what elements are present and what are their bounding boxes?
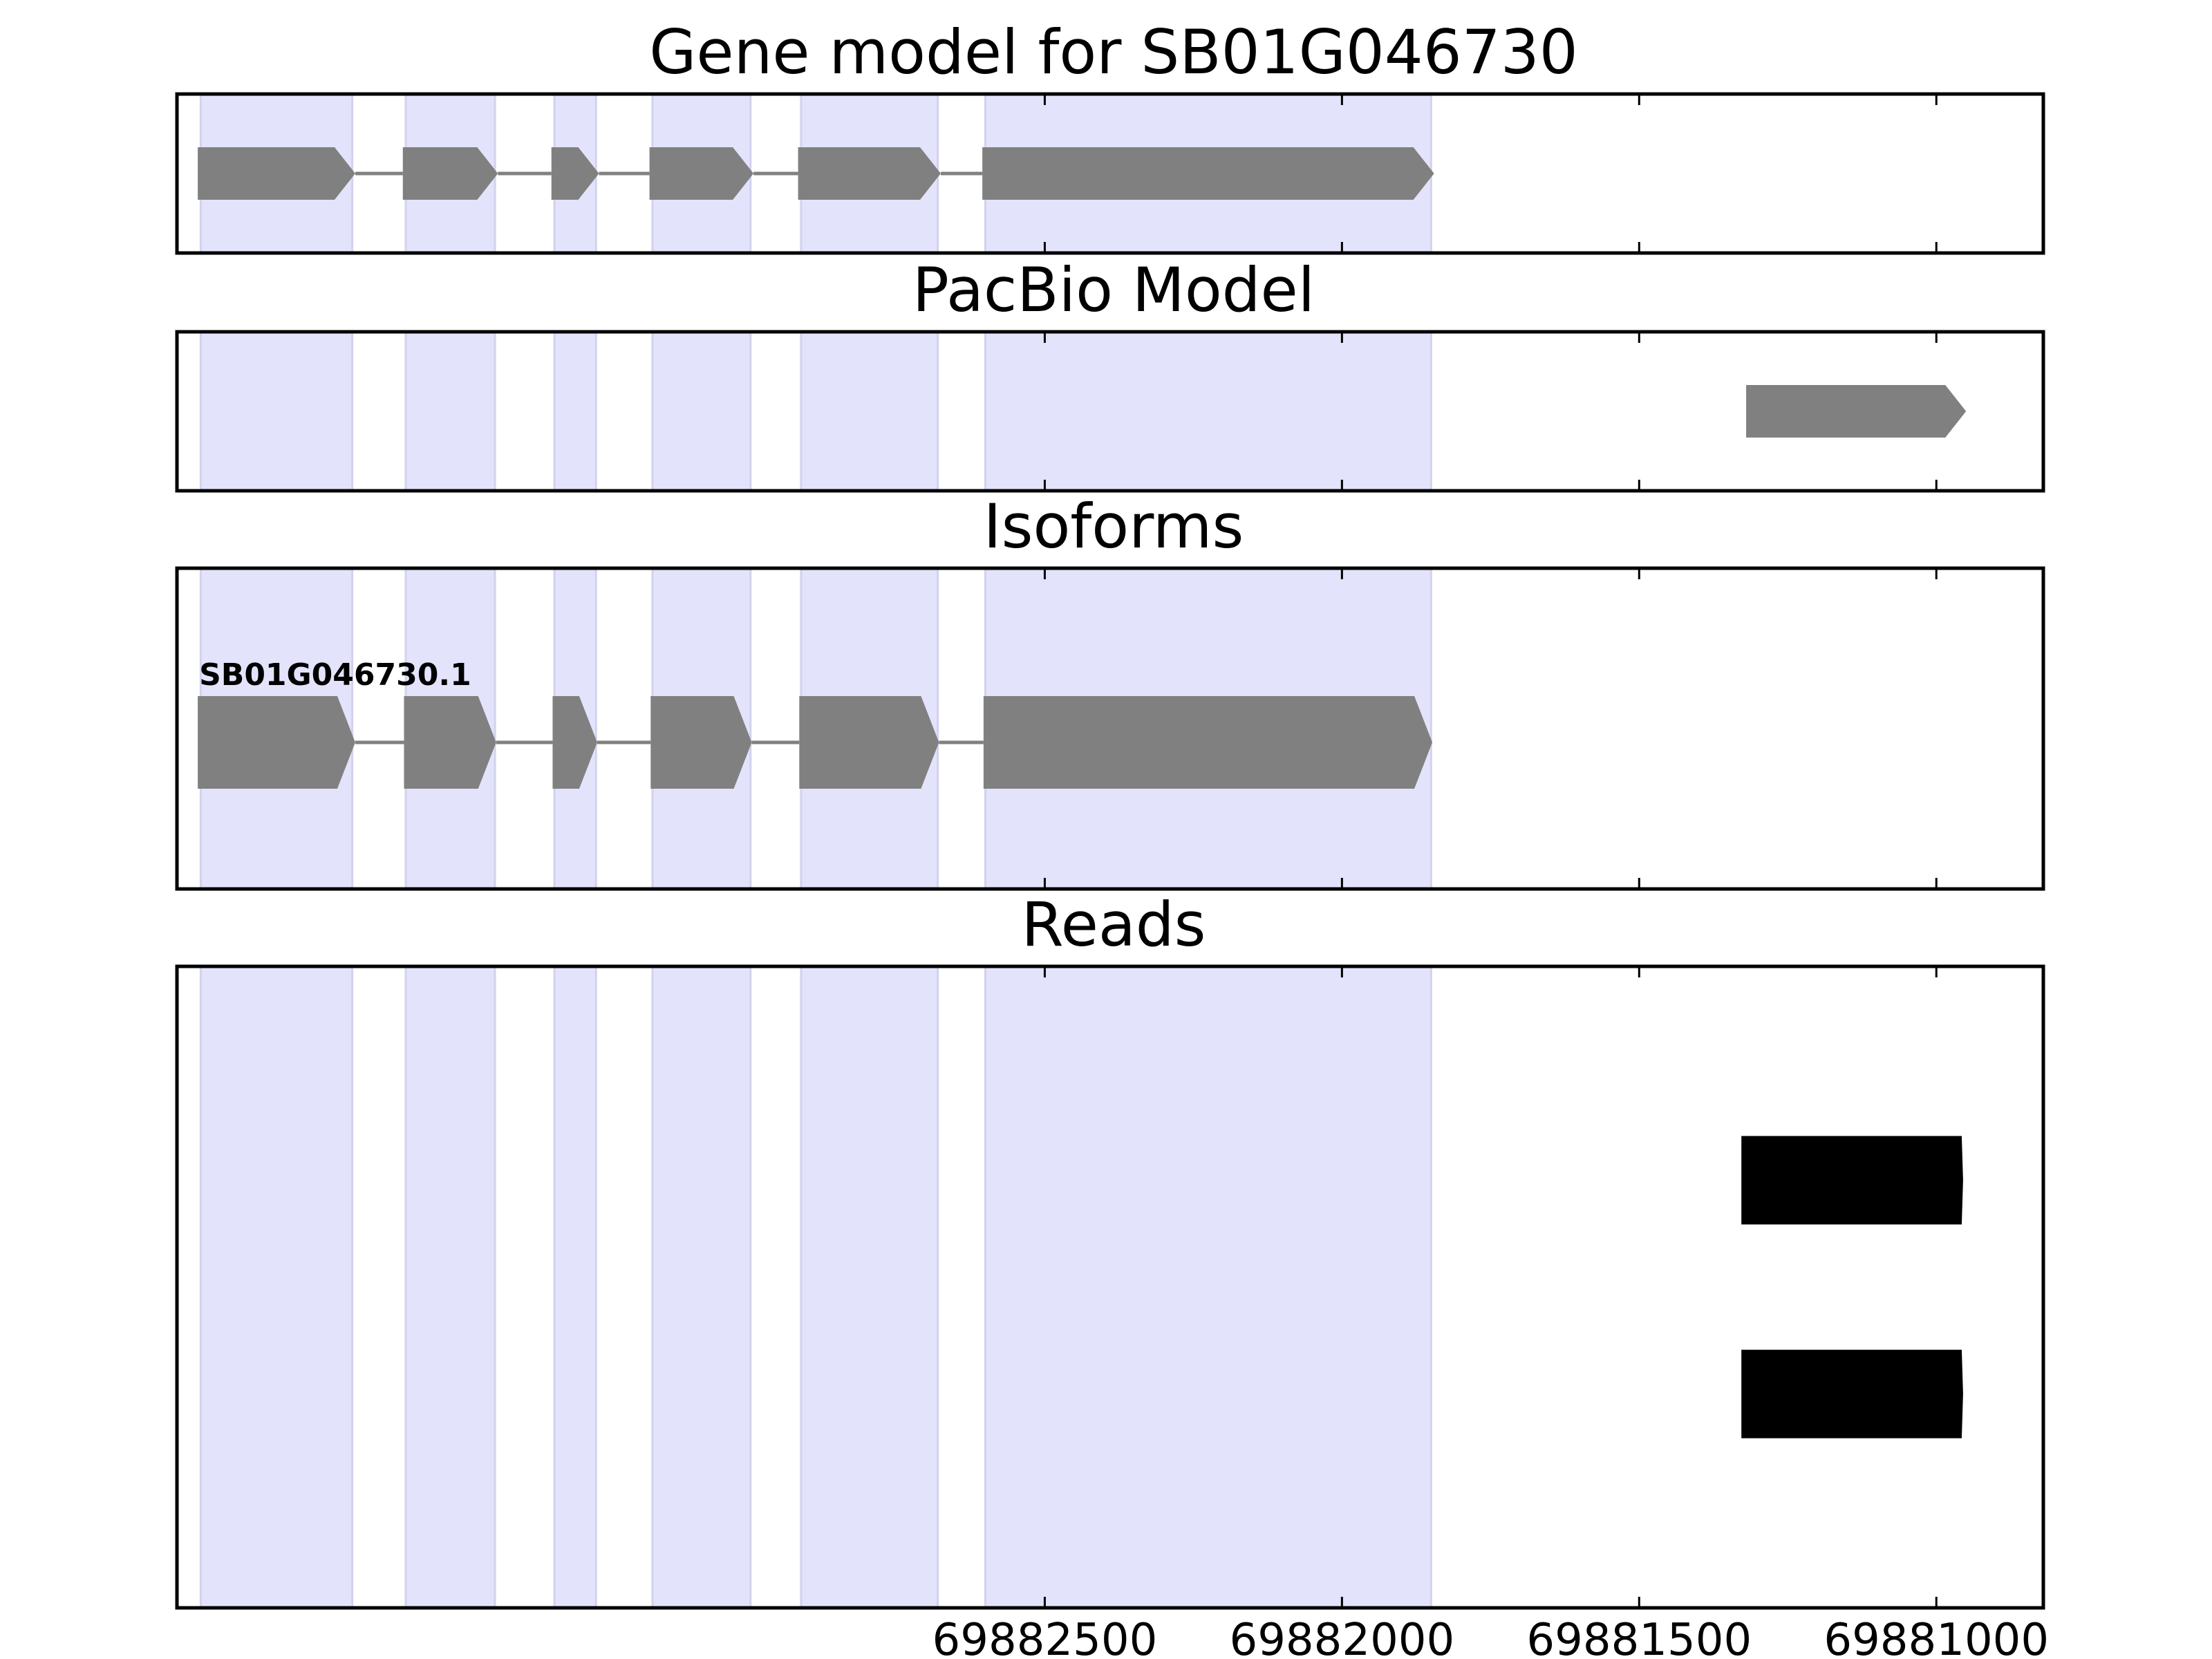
exon-feature-arrow bbox=[982, 147, 1434, 200]
panel-gene-model bbox=[175, 92, 2045, 255]
exon-feature-arrow bbox=[649, 147, 754, 200]
panel-frame bbox=[175, 964, 2045, 1610]
panel-title-isoforms: Isoforms bbox=[984, 491, 1244, 562]
isoform-label: SB01G046730.1 bbox=[199, 657, 471, 693]
exon-region-band bbox=[553, 965, 597, 1609]
panel-isoforms: SB01G046730.1 bbox=[175, 566, 2045, 891]
panel-title-pacbio-model: PacBio Model bbox=[912, 254, 1315, 326]
exon-region-band bbox=[404, 330, 496, 492]
read-bar bbox=[1741, 1136, 1963, 1225]
exon-feature-arrow bbox=[198, 147, 355, 200]
exon-feature-arrow bbox=[799, 696, 939, 789]
exon-region-band bbox=[199, 965, 354, 1609]
exon-feature-arrow bbox=[798, 147, 941, 200]
exon-feature-arrow bbox=[552, 696, 597, 789]
exon-feature-arrow bbox=[1746, 385, 1967, 438]
panel-pacbio-model bbox=[175, 330, 2045, 493]
panel-reads: 69882500 69882000 69881500 69881000 bbox=[175, 964, 2049, 1659]
exon-region-band bbox=[553, 330, 597, 492]
x-tick-label: 69882000 bbox=[1229, 1615, 1454, 1659]
exon-region-band bbox=[199, 330, 354, 492]
exon-feature-arrow bbox=[404, 696, 496, 789]
exon-feature-arrow bbox=[402, 147, 498, 200]
exon-region-band bbox=[984, 330, 1432, 492]
x-tick-label: 69882500 bbox=[932, 1615, 1158, 1659]
exon-region-band bbox=[651, 330, 752, 492]
panel-title-reads: Reads bbox=[1022, 889, 1206, 960]
exon-feature-arrow bbox=[198, 696, 355, 789]
x-tick-label: 69881000 bbox=[1824, 1615, 2049, 1659]
exon-region-band bbox=[800, 330, 939, 492]
exon-region-band bbox=[984, 965, 1432, 1609]
panel-frame bbox=[175, 330, 2045, 493]
exon-feature-arrow bbox=[983, 696, 1433, 789]
panel-frame bbox=[175, 92, 2045, 255]
read-bar bbox=[1741, 1349, 1963, 1438]
exon-region-band bbox=[404, 965, 496, 1609]
exon-region-band bbox=[800, 965, 939, 1609]
panel-frame bbox=[175, 566, 2045, 891]
exon-feature-arrow bbox=[551, 147, 599, 200]
exon-region-band bbox=[651, 965, 752, 1609]
x-tick-label: 69881500 bbox=[1526, 1615, 1752, 1659]
exon-feature-arrow bbox=[650, 696, 752, 789]
panel-title-gene-model: Gene model for SB01G046730 bbox=[649, 17, 1578, 88]
